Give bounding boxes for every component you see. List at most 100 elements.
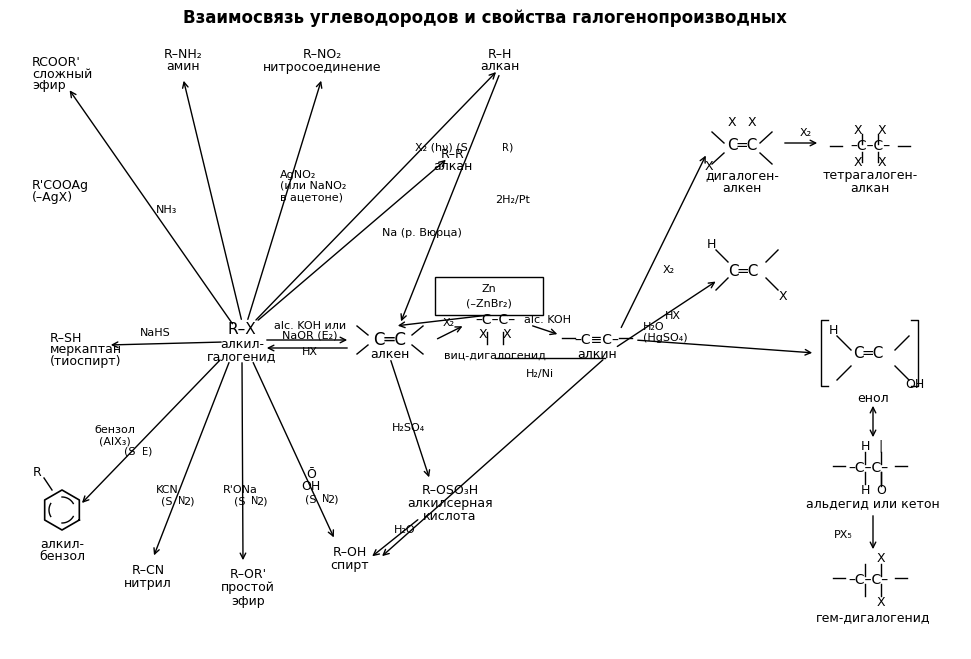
Text: R–NO₂: R–NO₂ xyxy=(302,49,342,61)
Text: X: X xyxy=(479,328,487,341)
Text: Взаимосвязь углеводородов и свойства галогенопроизводных: Взаимосвязь углеводородов и свойства гал… xyxy=(184,9,787,27)
Text: Ō: Ō xyxy=(306,469,316,482)
Text: (или NaNO₂: (или NaNO₂ xyxy=(280,181,347,191)
Text: тетрагалоген-: тетрагалоген- xyxy=(822,169,918,183)
Text: H: H xyxy=(860,484,870,496)
Text: alc. KOH: alc. KOH xyxy=(524,315,572,325)
Text: (S: (S xyxy=(161,496,173,506)
Text: X: X xyxy=(854,156,862,169)
Text: H: H xyxy=(828,324,838,337)
Text: C═C: C═C xyxy=(727,138,757,154)
Text: X: X xyxy=(878,156,887,169)
Text: алкин: алкин xyxy=(577,349,617,362)
Text: (S: (S xyxy=(124,447,136,457)
Text: (HgSO₄): (HgSO₄) xyxy=(643,333,687,343)
Text: алкан: алкан xyxy=(433,161,473,173)
Text: alc. KOH или: alc. KOH или xyxy=(274,321,346,331)
Text: (–AgX): (–AgX) xyxy=(32,190,73,204)
Text: X₂: X₂ xyxy=(443,318,455,328)
Text: (–ZnBr₂): (–ZnBr₂) xyxy=(466,298,512,308)
Text: R: R xyxy=(502,143,509,153)
Text: C═C: C═C xyxy=(728,264,758,279)
Text: (AlX₃): (AlX₃) xyxy=(99,436,131,446)
Text: в ацетоне): в ацетоне) xyxy=(280,192,343,202)
Text: эфир: эфир xyxy=(231,594,265,608)
Text: X: X xyxy=(854,123,862,136)
Text: AgNO₂: AgNO₂ xyxy=(280,170,317,180)
Text: R: R xyxy=(33,465,42,478)
Text: O: O xyxy=(876,484,886,496)
Text: 2H₂/Pt: 2H₂/Pt xyxy=(495,195,530,205)
Text: |: | xyxy=(879,440,884,453)
Text: R'ONa: R'ONa xyxy=(222,485,257,495)
Text: алкил-: алкил- xyxy=(220,339,264,351)
Text: OH: OH xyxy=(905,378,924,391)
Text: (S: (S xyxy=(234,496,246,506)
Text: алкан: алкан xyxy=(851,181,889,194)
Text: R–NH₂: R–NH₂ xyxy=(164,49,202,61)
Text: R'COOAg: R'COOAg xyxy=(32,179,89,192)
Text: X: X xyxy=(779,289,787,302)
Text: R–SH: R–SH xyxy=(50,331,83,345)
Text: Na (р. Вюрца): Na (р. Вюрца) xyxy=(382,228,462,238)
Text: меркаптан: меркаптан xyxy=(50,343,122,357)
Text: X: X xyxy=(503,328,512,341)
Text: кислота: кислота xyxy=(423,509,477,523)
Text: H: H xyxy=(706,237,716,250)
Text: бензол: бензол xyxy=(94,425,135,435)
Text: (S: (S xyxy=(305,494,317,504)
Text: KCN: KCN xyxy=(155,485,179,495)
Text: 2): 2) xyxy=(327,494,339,504)
Text: виц-дигалогенид: виц-дигалогенид xyxy=(444,351,546,361)
Text: R–X: R–X xyxy=(227,322,256,337)
Text: N: N xyxy=(322,494,329,504)
Text: R–CN: R–CN xyxy=(131,563,164,577)
Text: нитрил: нитрил xyxy=(124,577,172,590)
Text: простой: простой xyxy=(221,581,275,594)
Text: X: X xyxy=(727,117,736,130)
Text: X: X xyxy=(877,596,886,608)
Text: алкил-: алкил- xyxy=(40,538,84,550)
Text: C═C: C═C xyxy=(853,345,884,360)
Text: –C–C–: –C–C– xyxy=(848,573,888,587)
Text: H₂SO₄: H₂SO₄ xyxy=(391,423,424,433)
Text: нитросоединение: нитросоединение xyxy=(263,61,382,74)
Text: 2): 2) xyxy=(256,496,267,506)
Text: X: X xyxy=(748,117,756,130)
Text: NaOR (E₂): NaOR (E₂) xyxy=(283,331,338,341)
Text: H₂/Ni: H₂/Ni xyxy=(526,369,554,379)
Text: HX: HX xyxy=(302,347,318,357)
Text: ): ) xyxy=(147,447,151,457)
Text: C═C: C═C xyxy=(374,331,407,349)
Text: OH: OH xyxy=(301,480,320,494)
Text: ): ) xyxy=(508,143,513,153)
Text: алкан: алкан xyxy=(481,61,519,74)
Text: алкен: алкен xyxy=(370,349,410,362)
Text: альдегид или кетон: альдегид или кетон xyxy=(806,498,940,511)
Text: 2): 2) xyxy=(183,496,194,506)
Text: енол: енол xyxy=(857,391,888,405)
Text: X₂: X₂ xyxy=(800,128,812,138)
Text: алкен: алкен xyxy=(722,181,761,194)
Text: сложный: сложный xyxy=(32,67,92,80)
Text: X: X xyxy=(877,552,886,565)
Text: эфир: эфир xyxy=(32,80,66,92)
Text: X₂ (hν) (S: X₂ (hν) (S xyxy=(415,143,468,153)
Text: X: X xyxy=(878,123,887,136)
Bar xyxy=(435,277,543,315)
Text: HX: HX xyxy=(665,311,681,321)
Text: бензол: бензол xyxy=(39,550,85,563)
Text: H₂O: H₂O xyxy=(643,322,664,332)
Text: X: X xyxy=(705,159,714,173)
Text: Zn: Zn xyxy=(482,284,496,294)
Text: алкилсерная: алкилсерная xyxy=(407,496,493,509)
Text: гем-дигалогенид: гем-дигалогенид xyxy=(816,612,930,625)
Text: NH₃: NH₃ xyxy=(156,205,178,215)
Text: R–OH: R–OH xyxy=(333,546,367,558)
Text: R–OSO₃H: R–OSO₃H xyxy=(421,484,479,496)
Text: –C–C–: –C–C– xyxy=(850,139,890,153)
Text: N: N xyxy=(178,496,185,506)
Text: H: H xyxy=(860,440,870,453)
Text: E: E xyxy=(142,447,149,457)
Text: амин: амин xyxy=(166,61,200,74)
